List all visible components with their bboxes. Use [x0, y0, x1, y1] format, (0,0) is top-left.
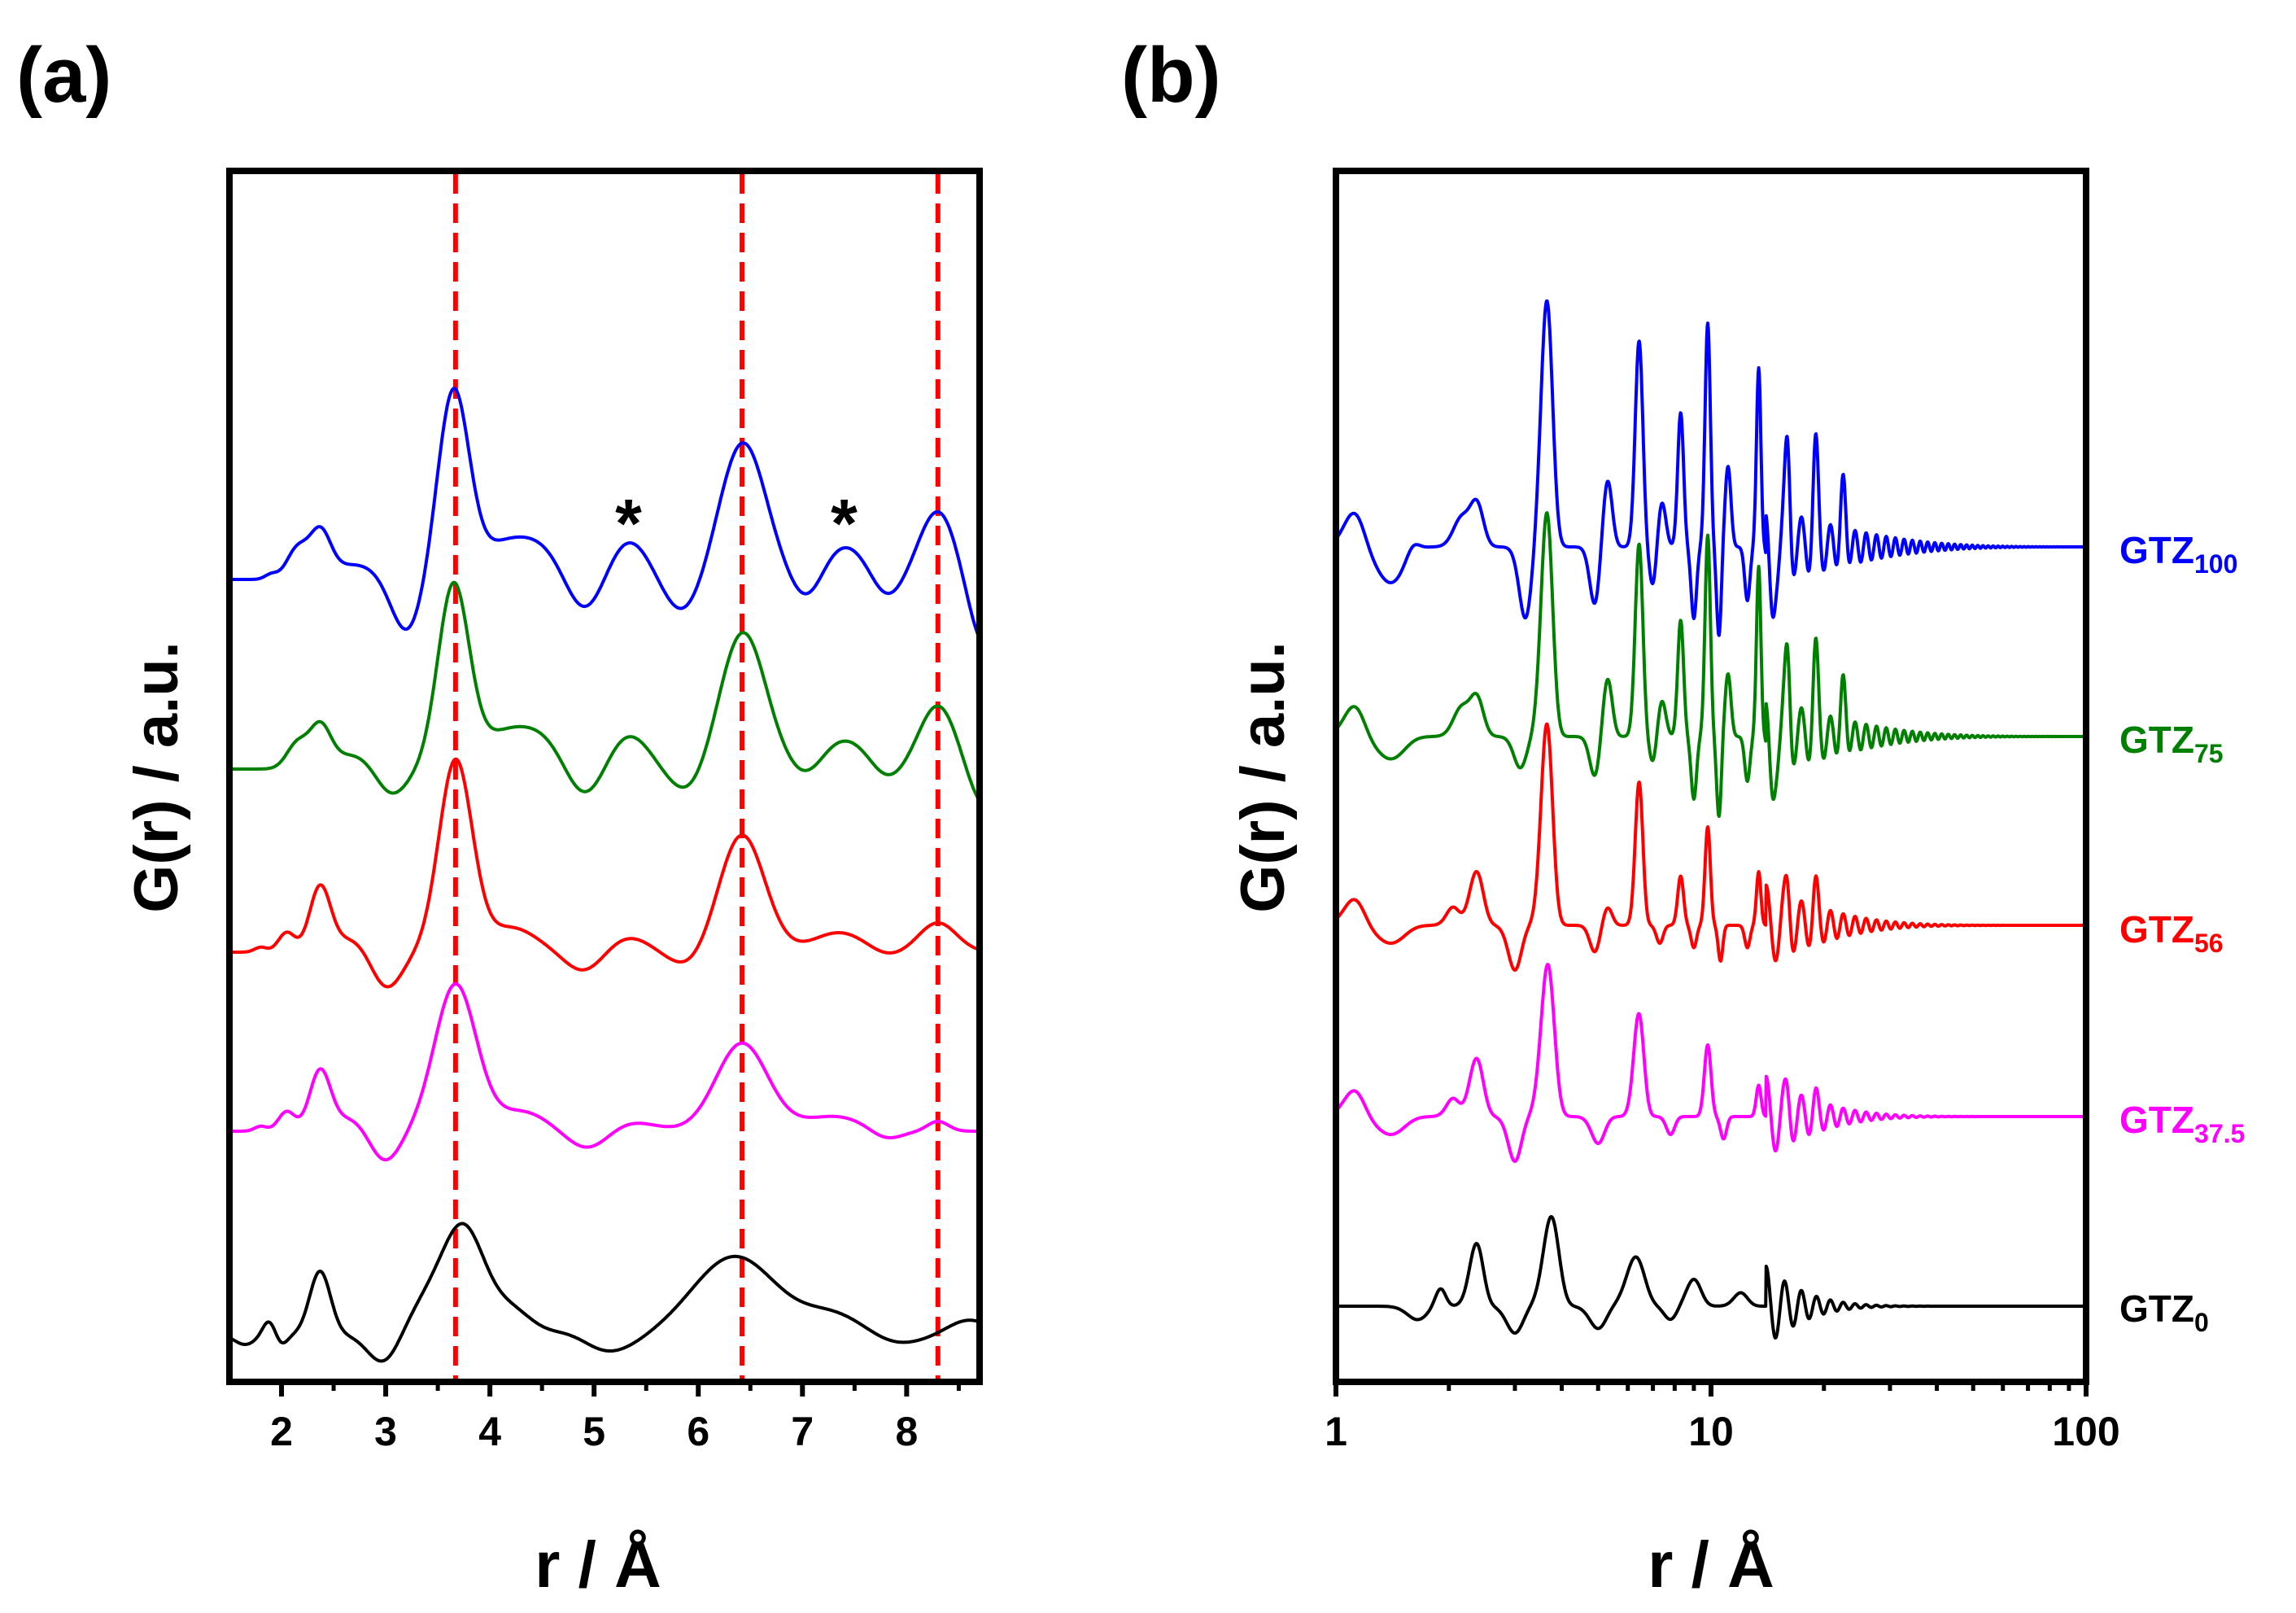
panel-b-xlabel: r / Å — [1648, 1528, 1774, 1601]
line-a-GTZ0 — [229, 1222, 980, 1363]
asterisk-annotation-1: * — [831, 485, 858, 562]
x-tick-label-b-0: 1 — [1325, 1409, 1347, 1454]
x-tick-label-a-5: 7 — [791, 1409, 814, 1454]
x-tick-label-a-1: 3 — [374, 1409, 397, 1454]
line-a-GTZ37.5 — [229, 982, 980, 1162]
x-tick-label-b-2: 100 — [2052, 1409, 2119, 1454]
legend-label-GTZ37.5: GTZ37.5 — [2119, 1099, 2245, 1148]
x-tick-label-b-1: 10 — [1688, 1409, 1734, 1454]
line-b-GTZ37.5 — [1334, 963, 2088, 1163]
line-a-GTZ56 — [229, 757, 980, 989]
panel-a-plot: * * 2 3 4 5 6 7 8 — [226, 168, 983, 1454]
line-b-GTZ75 — [1334, 511, 2088, 818]
asterisk-annotation-0: * — [615, 485, 642, 562]
line-b-GTZ100 — [1334, 299, 2088, 637]
legend-label-GTZ75: GTZ75 — [2119, 719, 2224, 768]
line-a-GTZ75 — [229, 580, 981, 802]
panel-b-frame — [1333, 168, 2089, 1385]
line-b-GTZ0 — [1334, 1215, 2088, 1340]
legend-label-GTZ56: GTZ56 — [2119, 908, 2224, 958]
panel-a-label: (a) — [16, 32, 111, 119]
panel-b-ylabel: G(r) / a.u. — [1229, 641, 1298, 913]
legend-label-GTZ100: GTZ100 — [2119, 529, 2237, 579]
line-b-GTZ56 — [1334, 722, 2088, 972]
x-tick-label-a-6: 8 — [895, 1409, 918, 1454]
panel-b-plot: 1 10 100 — [1325, 168, 2120, 1454]
line-a-GTZ100 — [229, 387, 981, 640]
legend-label-GTZ0: GTZ0 — [2119, 1287, 2209, 1337]
x-tick-label-a-0: 2 — [270, 1409, 293, 1454]
panel-a-ylabel: G(r) / a.u. — [122, 641, 191, 913]
panel-b-label: (b) — [1121, 32, 1221, 119]
panel-a-frame — [226, 168, 983, 1385]
panel-a-xlabel: r / Å — [535, 1528, 661, 1601]
x-tick-label-a-4: 6 — [687, 1409, 709, 1454]
x-tick-label-a-2: 4 — [478, 1409, 501, 1454]
x-tick-label-a-3: 5 — [583, 1409, 605, 1454]
legend: GTZ100 GTZ75 GTZ56 GTZ37.5 GTZ0 — [2119, 529, 2245, 1337]
